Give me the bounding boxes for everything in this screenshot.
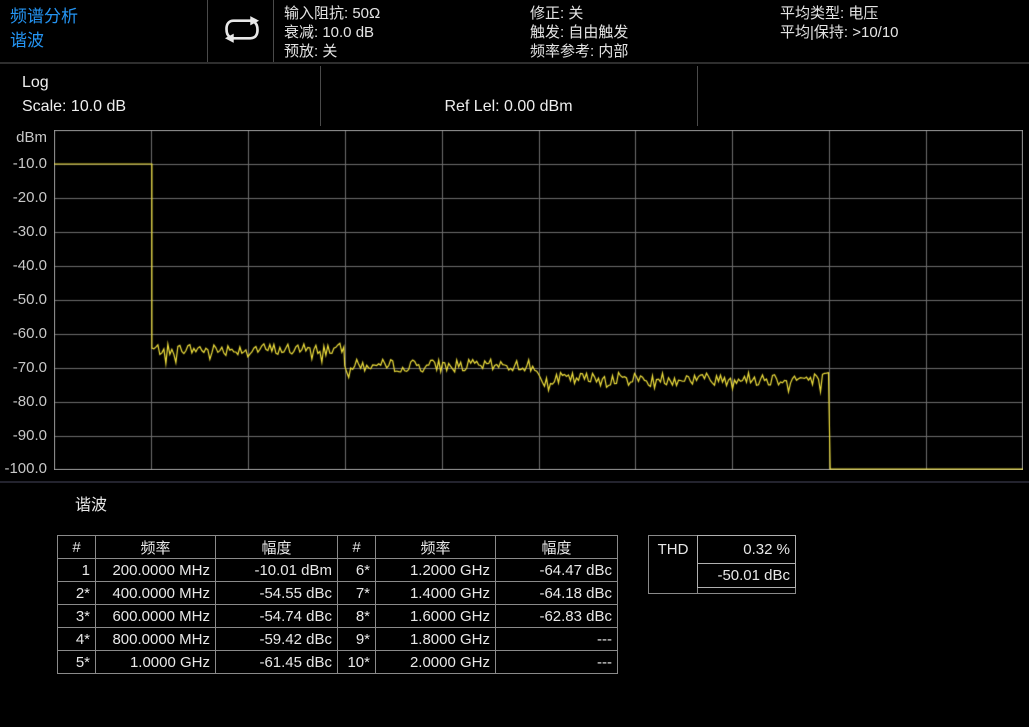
harmonic-freq: 1.6000 GHz bbox=[375, 604, 496, 628]
harmonic-amp: --- bbox=[495, 627, 618, 651]
table-row: 5* 1.0000 GHz -61.45 dBc 10* 2.0000 GHz … bbox=[57, 650, 618, 674]
status-group-trigger[interactable]: 修正: 关 触发: 自由触发 频率参考: 内部 bbox=[530, 4, 628, 61]
y-axis-tick: -70.0 bbox=[12, 359, 47, 376]
harmonic-num: 5* bbox=[57, 650, 96, 674]
harmonic-num: 2* bbox=[57, 581, 96, 605]
y-axis-tick: -50.0 bbox=[12, 291, 47, 308]
harmonic-num: 3* bbox=[57, 604, 96, 628]
harmonic-freq: 400.0000 MHz bbox=[95, 581, 216, 605]
harmonic-amp: -10.01 dBm bbox=[215, 558, 338, 582]
status-trigger: 触发: 自由触发 bbox=[530, 24, 629, 41]
thd-dbc-value: -50.01 dBc bbox=[697, 563, 796, 588]
status-preamp: 预放: 关 bbox=[284, 43, 338, 60]
col-header-num: # bbox=[337, 535, 376, 559]
harmonic-freq: 200.0000 MHz bbox=[95, 558, 216, 582]
col-header-freq: 频率 bbox=[95, 535, 216, 559]
status-correction: 修正: 关 bbox=[530, 5, 584, 22]
harmonic-freq: 1.0000 GHz bbox=[95, 650, 216, 674]
status-average-hold: 平均|保持: >10/10 bbox=[780, 24, 899, 41]
harmonic-num: 9* bbox=[337, 627, 376, 651]
thd-percent-value: 0.32 % bbox=[697, 535, 796, 564]
header-divider-1 bbox=[207, 0, 208, 62]
scale-bar-divider-2 bbox=[697, 66, 698, 126]
status-group-input[interactable]: 输入阻抗: 50Ω 衰减: 10.0 dB 预放: 关 bbox=[284, 4, 380, 61]
table-row: 4* 800.0000 MHz -59.42 dBc 9* 1.8000 GHz… bbox=[57, 627, 618, 651]
harmonic-freq: 800.0000 MHz bbox=[95, 627, 216, 651]
scale-value-label[interactable]: Scale: 10.0 dB bbox=[22, 98, 127, 115]
harmonic-num: 6* bbox=[337, 558, 376, 582]
harmonic-num: 1 bbox=[57, 558, 96, 582]
harmonic-amp: -54.74 dBc bbox=[215, 604, 338, 628]
harmonic-num: 10* bbox=[337, 650, 376, 674]
y-axis-tick: -60.0 bbox=[12, 325, 47, 342]
scale-bar-divider-1 bbox=[320, 66, 321, 126]
y-axis-tick: -20.0 bbox=[12, 189, 47, 206]
y-axis-tick: -30.0 bbox=[12, 223, 47, 240]
harmonic-amp: -62.83 dBc bbox=[495, 604, 618, 628]
thd-label: THD bbox=[649, 536, 698, 593]
status-average-type: 平均类型: 电压 bbox=[780, 5, 879, 22]
col-header-amp: 幅度 bbox=[495, 535, 618, 559]
mode-title-block[interactable]: 频谱分析 谐波 bbox=[10, 5, 78, 53]
harmonic-amp: --- bbox=[495, 650, 618, 674]
harmonic-num: 4* bbox=[57, 627, 96, 651]
continuous-sweep-button[interactable] bbox=[213, 12, 271, 50]
col-header-num: # bbox=[57, 535, 96, 559]
harmonic-num: 8* bbox=[337, 604, 376, 628]
log-scale-label[interactable]: Log bbox=[22, 74, 49, 91]
y-axis-tick: -40.0 bbox=[12, 257, 47, 274]
y-axis-tick: -90.0 bbox=[12, 427, 47, 444]
repeat-icon bbox=[219, 14, 265, 48]
col-header-freq: 频率 bbox=[375, 535, 496, 559]
table-row: 2* 400.0000 MHz -54.55 dBc 7* 1.4000 GHz… bbox=[57, 581, 618, 605]
y-axis-tick: -100.0 bbox=[4, 460, 47, 477]
status-input-impedance: 输入阻抗: 50Ω bbox=[284, 5, 381, 22]
table-row: 3* 600.0000 MHz -54.74 dBc 8* 1.6000 GHz… bbox=[57, 604, 618, 628]
y-axis-unit-label: dBm bbox=[16, 129, 47, 146]
status-freq-reference: 频率参考: 内部 bbox=[530, 43, 629, 60]
header-divider-2 bbox=[273, 0, 274, 62]
status-attenuation: 衰减: 10.0 dB bbox=[284, 24, 375, 41]
status-group-average[interactable]: 平均类型: 电压 平均|保持: >10/10 bbox=[780, 4, 899, 42]
harmonics-section-title: 谐波 bbox=[75, 497, 108, 514]
harmonic-freq: 1.2000 GHz bbox=[375, 558, 496, 582]
harmonic-amp: -59.42 dBc bbox=[215, 627, 338, 651]
harmonics-table: # 频率 幅度 # 频率 幅度 1 200.0000 MHz -10.01 dB… bbox=[57, 535, 618, 674]
header-separator bbox=[0, 62, 1029, 64]
ref-level-label[interactable]: Ref Lel: 0.00 dBm bbox=[444, 98, 573, 115]
thd-result-box: THD 0.32 % -50.01 dBc bbox=[648, 535, 796, 594]
table-row: 1 200.0000 MHz -10.01 dBm 6* 1.2000 GHz … bbox=[57, 558, 618, 582]
harmonic-freq: 2.0000 GHz bbox=[375, 650, 496, 674]
harmonic-num: 7* bbox=[337, 581, 376, 605]
harmonic-amp: -54.55 dBc bbox=[215, 581, 338, 605]
harmonic-freq: 1.8000 GHz bbox=[375, 627, 496, 651]
harmonic-amp: -64.18 dBc bbox=[495, 581, 618, 605]
harmonic-freq: 1.4000 GHz bbox=[375, 581, 496, 605]
harmonics-header-row: # 频率 幅度 # 频率 幅度 bbox=[57, 535, 618, 559]
col-header-amp: 幅度 bbox=[215, 535, 338, 559]
mode-subtitle: 谐波 bbox=[10, 31, 44, 50]
y-axis-tick: -80.0 bbox=[12, 393, 47, 410]
spectrum-plot bbox=[54, 130, 1023, 470]
mode-title: 频谱分析 bbox=[10, 7, 78, 26]
y-axis-tick: -10.0 bbox=[12, 155, 47, 172]
harmonic-amp: -61.45 dBc bbox=[215, 650, 338, 674]
harmonic-amp: -64.47 dBc bbox=[495, 558, 618, 582]
harmonic-freq: 600.0000 MHz bbox=[95, 604, 216, 628]
chart-bottom-separator bbox=[0, 481, 1029, 483]
